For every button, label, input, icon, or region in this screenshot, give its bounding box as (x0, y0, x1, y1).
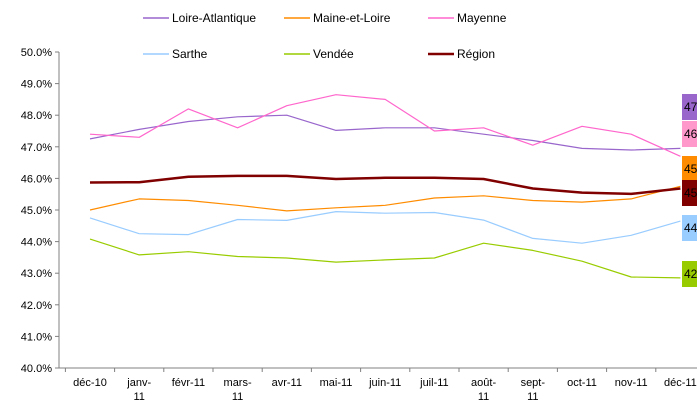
end-label-box (682, 180, 697, 206)
legend-item-vendee: Vendée (284, 47, 354, 61)
legend-item-region: Région (428, 47, 495, 61)
end-label-box (682, 261, 697, 287)
series-line-loire-atlantique (89, 114, 681, 151)
x-tick-label: août-11 (471, 377, 496, 403)
x-tick-label: juil-11 (419, 377, 449, 389)
x-tick-label: avr-11 (272, 377, 302, 389)
end-label-mayenne: 46 (682, 121, 697, 147)
series-line-maine-et-loire (89, 185, 681, 212)
end-label-text: 44 (684, 221, 697, 235)
y-tick-label: 40.0% (21, 363, 52, 375)
plot-area: 40.0% 41.0% 42.0% 43.0% 44.0% 45.0% 46.0% 47.0%… (21, 47, 697, 403)
y-tick-label: 44.0% (21, 237, 52, 249)
x-tick-label: nov-11 (615, 377, 648, 389)
x-tick-label: mars-11 (224, 377, 252, 403)
x-tick-label: sept-11 (521, 377, 546, 403)
y-tick-label: 41.0% (21, 331, 52, 343)
legend-label: Région (457, 47, 495, 61)
x-tick-label: juin-11 (368, 377, 401, 389)
y-tick-label: 43.0% (21, 268, 52, 280)
end-label-sarthe: 44 (682, 215, 697, 241)
end-label-maine-et-loire: 45 (682, 156, 697, 182)
y-tick-label: 45.0% (21, 205, 52, 217)
legend-label: Maine-et-Loire (313, 11, 391, 25)
legend-item-loire-atlantique: Loire-Atlantique (143, 11, 256, 25)
end-label-box (682, 121, 697, 147)
legend-label: Mayenne (457, 11, 507, 25)
end-label-text: 42 (684, 267, 697, 281)
x-tick-label: janv-11 (126, 377, 151, 403)
x-tick-label: déc-10 (73, 377, 107, 389)
y-tick-label: 48.0% (21, 110, 52, 122)
end-label-text: 45 (684, 186, 697, 200)
legend-item-mayenne: Mayenne (428, 11, 507, 25)
legend-label: Loire-Atlantique (172, 11, 256, 25)
x-tick-label: févr-11 (172, 377, 205, 389)
y-tick-label: 47.0% (21, 142, 52, 154)
end-label-box (682, 94, 697, 120)
y-tick-label: 49.0% (21, 79, 52, 91)
series-line-vendee (89, 238, 681, 279)
series-line-sarthe (89, 211, 681, 244)
legend-label: Vendée (313, 47, 354, 61)
legend-item-sarthe: Sarthe (143, 47, 208, 61)
end-label-text: 45 (684, 162, 697, 176)
y-ticks: 40.0% 41.0% 42.0% 43.0% 44.0% 45.0% 46.0% 47.0%… (21, 47, 59, 375)
x-tick-label: mai-11 (320, 377, 353, 389)
series-lines (89, 94, 681, 279)
end-label-box (682, 215, 697, 241)
series-line-mayenne (89, 94, 681, 157)
y-tick-label: 46.0% (21, 173, 52, 185)
end-label-region: 45 (682, 180, 697, 206)
x-tick-label: oct-11 (567, 377, 597, 389)
x-ticks: déc-10 janv-11 févr-11 mars-11 avr-11 mai-11 j… (64, 368, 697, 403)
end-label-text: 47 (684, 100, 697, 114)
x-tick-label: déc-11 (664, 377, 697, 389)
end-labels: 47 45 46 44 42 45 (682, 94, 697, 287)
y-tick-label: 42.0% (21, 300, 52, 312)
legend: Loire-Atlantique Maine-et-Loire Mayenne Sar… (143, 11, 507, 61)
end-label-box (682, 156, 697, 182)
end-label-text: 46 (684, 127, 697, 141)
y-tick-label: 50.0% (21, 47, 52, 59)
legend-item-maine-et-loire: Maine-et-Loire (284, 11, 391, 25)
end-label-loire-atlantique: 47 (682, 94, 697, 120)
series-line-region (89, 174, 681, 196)
legend-label: Sarthe (172, 47, 208, 61)
end-label-vendee: 42 (682, 261, 697, 287)
